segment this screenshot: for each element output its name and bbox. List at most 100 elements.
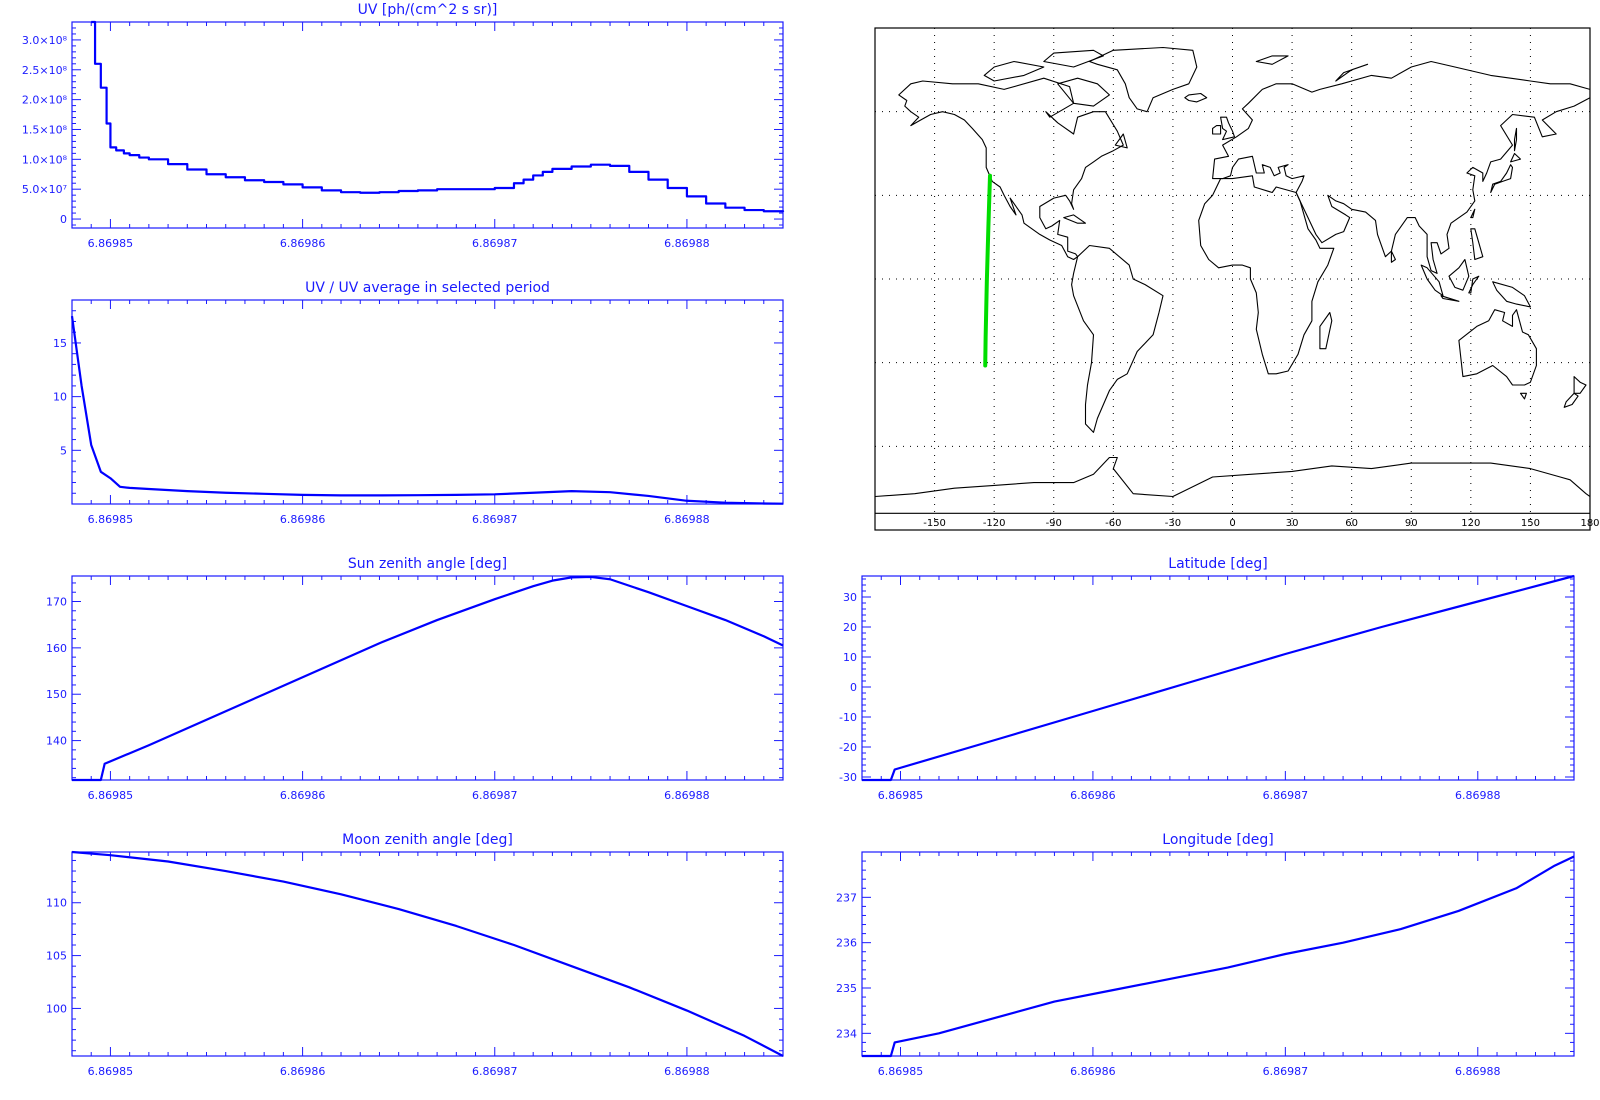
satellite-track (983, 173, 992, 368)
coastline-japan (1490, 164, 1514, 194)
map-content (875, 28, 1590, 530)
x-tick-label: 6.86988 (1455, 789, 1501, 802)
map-frame (874, 27, 1591, 531)
x-tick-label: 6.86985 (88, 513, 134, 526)
y-tick-label: 237 (836, 891, 857, 904)
x-tick-label: 6.86987 (1263, 1065, 1309, 1078)
longitude-tick-label: 90 (1405, 518, 1418, 529)
x-tick-label: 6.86987 (472, 789, 518, 802)
chart-title: UV [ph/(cm^2 s sr)] (358, 2, 498, 18)
y-tick-label: 235 (836, 982, 857, 995)
chart-ratio: UV / UV average in selected period 6.8698… (53, 280, 784, 526)
y-tick-label: 20 (843, 621, 857, 634)
longitude-tick-label: 0 (1229, 518, 1235, 529)
x-tick-label: 6.86986 (1070, 1065, 1116, 1078)
longitude-tick-label: 180 (1580, 518, 1599, 529)
coastline-hokkaido (1510, 152, 1522, 163)
x-tick-label: 6.86988 (664, 1065, 710, 1078)
coastline-newfoundland (1114, 133, 1128, 149)
coastline-novaya-zemlya (1335, 63, 1369, 82)
coastline-java (1440, 295, 1460, 302)
x-tick-label: 6.86987 (472, 1065, 518, 1078)
longitude-tick-label: -120 (983, 518, 1006, 529)
series-line-ratio (70, 315, 784, 505)
y-tick-label: 2.0×10⁸ (22, 94, 68, 107)
x-tick-label: 6.86988 (664, 789, 710, 802)
longitude-tick-label: -30 (1165, 518, 1181, 529)
x-tick-label: 6.86986 (280, 789, 326, 802)
y-tick-label: -20 (839, 741, 857, 754)
y-tick-label: 2.5×10⁸ (22, 64, 68, 77)
series-line-lat (862, 574, 1575, 782)
longitude-tick-label: -90 (1046, 518, 1062, 529)
y-tick-label: 0 (60, 213, 67, 226)
chart-title: Latitude [deg] (1168, 556, 1267, 572)
series-line-uv (91, 20, 785, 213)
y-tick-label: 3.0×10⁸ (22, 34, 68, 47)
plot-frame (71, 299, 784, 505)
longitude-tick-label: 60 (1345, 518, 1358, 529)
x-tick-label: 6.86985 (88, 1065, 134, 1078)
coastline-borneo (1448, 258, 1470, 291)
x-tick-label: 6.86987 (472, 513, 518, 526)
plot-frame (861, 851, 1575, 1057)
series-line-sza (72, 575, 784, 782)
y-tick-label: 1.5×10⁸ (22, 123, 68, 136)
plot-frame (861, 575, 1575, 781)
coastline-taiwan (1470, 208, 1476, 219)
series-line-mza (71, 850, 784, 1057)
coastline-nz-south (1563, 392, 1579, 408)
longitude-tick-label: 30 (1286, 518, 1299, 529)
coastline-philippines (1470, 228, 1484, 261)
y-tick-label: -30 (839, 771, 857, 784)
coastline-madagascar (1319, 311, 1333, 350)
x-tick-label: 6.86986 (280, 1065, 326, 1078)
coastline-british-isles (1220, 116, 1236, 141)
y-tick-label: 5.0×10⁷ (22, 183, 67, 196)
y-tick-label: 15 (53, 337, 67, 350)
chart-lon: Longitude [deg] 6.86985 6.86986 6.86987 6.86… (836, 832, 1575, 1078)
plot-frame (71, 575, 784, 781)
coastline-iceland (1184, 92, 1208, 103)
y-tick-label: 10 (843, 651, 857, 664)
coastline-antarctica (875, 456, 1590, 514)
coastline-sri-lanka (1390, 250, 1396, 263)
y-tick-label: 110 (46, 897, 67, 910)
coastline-eurasia (1212, 60, 1590, 274)
y-tick-label: 10 (53, 391, 67, 404)
coastline-south-america (1071, 244, 1164, 433)
y-tick-label: 100 (46, 1002, 67, 1015)
y-tick-label: 160 (46, 642, 67, 655)
x-tick-label: 6.86987 (472, 237, 518, 250)
longitude-tick-label: 150 (1521, 518, 1540, 529)
coastline-new-zealand (1573, 376, 1587, 394)
y-tick-label: 30 (843, 591, 857, 604)
coastline-svalbard (1255, 55, 1289, 65)
x-tick-label: 6.86988 (664, 513, 710, 526)
coastline-ireland (1212, 125, 1222, 135)
y-tick-label: -10 (839, 711, 857, 724)
y-tick-label: 105 (46, 950, 67, 963)
y-tick-label: 5 (60, 444, 67, 457)
x-tick-label: 6.86986 (1070, 789, 1116, 802)
world-map: -150 -120 -90 -60 -30 0 30 60 90 120 150 180 (874, 27, 1600, 531)
y-tick-label: 140 (46, 735, 67, 748)
longitude-tick-label: -150 (923, 518, 946, 529)
y-tick-label: 1.0×10⁸ (22, 153, 68, 166)
coastline-cuba (1063, 214, 1087, 224)
y-tick-label: 170 (46, 596, 67, 609)
chart-lat: Latitude [deg] 6.86985 6.86986 6.86987 6.869… (839, 556, 1575, 802)
coastline-sumatra (1420, 264, 1444, 297)
chart-title: Longitude [deg] (1162, 832, 1273, 848)
chart-title: Sun zenith angle [deg] (348, 556, 507, 572)
series-line-lon (862, 855, 1575, 1058)
coastline-arctic-isl (983, 60, 1045, 82)
y-tick-label: 150 (46, 688, 67, 701)
chart-title: Moon zenith angle [deg] (342, 832, 513, 848)
chart-title: UV / UV average in selected period (305, 280, 550, 296)
coastline-africa (1198, 175, 1335, 375)
y-tick-label: 236 (836, 937, 857, 950)
chart-uv: UV [ph/(cm^2 s sr)] 6.86985 6.86986 6.86987… (22, 2, 785, 250)
coastline-ellesmere (1043, 49, 1104, 68)
